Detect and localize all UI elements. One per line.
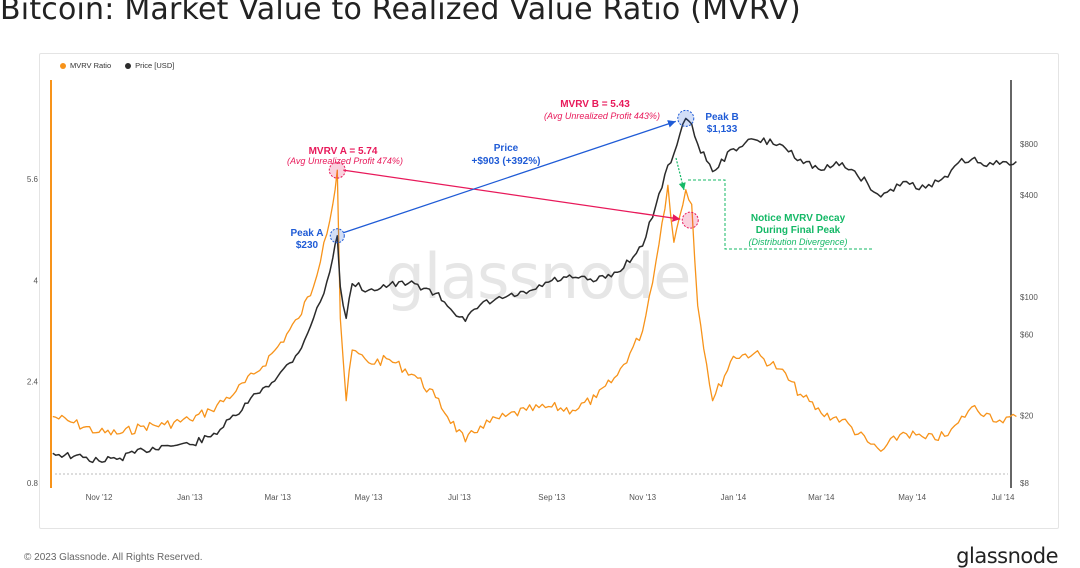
- legend: MVRV Ratio Price [USD]: [60, 61, 174, 70]
- x-tick-label: Jul '14: [992, 493, 1015, 502]
- watermark: glassnode: [386, 240, 691, 313]
- marker-peak-a: [329, 228, 345, 244]
- chart-title: Bitcoin: Market Value to Realized Value …: [0, 0, 801, 27]
- y-left-tick-label: 5.6: [27, 175, 39, 184]
- legend-item-price[interactable]: Price [USD]: [125, 61, 174, 70]
- annotation-decay-title: Notice MVRV Decay: [751, 213, 846, 224]
- x-tick-label: May '14: [898, 493, 926, 502]
- legend-label-mvrv: MVRV Ratio: [70, 61, 112, 70]
- y-right-tick-label: $100: [1020, 293, 1038, 302]
- x-tick-label: Sep '13: [538, 493, 565, 502]
- arrow-mvrv-decay: [675, 157, 686, 191]
- annotation-price-change-title: Price: [494, 143, 519, 154]
- y-right-tick-label: $60: [1020, 331, 1034, 340]
- y-right-tick-label: $800: [1020, 140, 1038, 149]
- annotation-peak-b-title: Peak B: [705, 112, 738, 123]
- annotation-price-change-subtitle: +$903 (+392%): [472, 156, 541, 167]
- copyright: © 2023 Glassnode. All Rights Reserved.: [24, 552, 203, 563]
- arrow-mvrv-a-to-b: [343, 169, 681, 222]
- x-tick-label: Jan '13: [177, 493, 203, 502]
- legend-dot-price: [125, 62, 132, 69]
- annotation-mvrv-b-subtitle: (Avg Unrealized Profit 443%): [544, 111, 660, 121]
- chart-panel: [39, 53, 1059, 529]
- x-tick-label: Jan '14: [721, 493, 747, 502]
- x-tick-label: Jul '13: [448, 493, 471, 502]
- series-line-price: [52, 117, 1017, 464]
- legend-item-mvrv[interactable]: MVRV Ratio: [60, 61, 111, 70]
- x-tick-label: Nov '13: [629, 493, 656, 502]
- x-tick-label: Mar '13: [264, 493, 291, 502]
- annotation-decay-note: (Distribution Divergence): [748, 237, 847, 247]
- arrow-peak-a-to-b: [343, 120, 676, 234]
- decay-bracket: [688, 179, 872, 250]
- marker-mvrv-b: [681, 211, 699, 229]
- annotation-mvrv-a-title: MVRV A = 5.74: [309, 146, 378, 157]
- x-tick-label: May '13: [355, 493, 383, 502]
- y-left-tick-label: 0.8: [27, 479, 39, 488]
- annotation-peak-a-subtitle: $230: [296, 240, 319, 251]
- x-tick-label: Mar '14: [808, 493, 835, 502]
- annotation-mvrv-a-subtitle: (Avg Unrealized Profit 474%): [287, 156, 403, 166]
- marker-peak-b: [677, 109, 695, 127]
- y-right-tick-label: $20: [1020, 412, 1034, 421]
- y-left-tick-label: 2.4: [27, 378, 39, 387]
- y-right-tick-label: $400: [1020, 191, 1038, 200]
- annotation-peak-b-subtitle: $1,133: [707, 124, 738, 135]
- y-right-tick-label: $8: [1020, 479, 1029, 488]
- annotation-decay-subtitle: During Final Peak: [756, 225, 841, 236]
- annotation-mvrv-b-title: MVRV B = 5.43: [560, 99, 630, 110]
- y-left-tick-label: 4: [34, 276, 39, 285]
- legend-dot-mvrv: [60, 62, 66, 69]
- series-line-mvrv: [52, 169, 1017, 452]
- annotation-peak-a-title: Peak A: [291, 228, 324, 239]
- brand-logo: glassnode: [956, 544, 1058, 568]
- x-tick-label: Nov '12: [86, 493, 113, 502]
- legend-label-price: Price [USD]: [135, 61, 175, 70]
